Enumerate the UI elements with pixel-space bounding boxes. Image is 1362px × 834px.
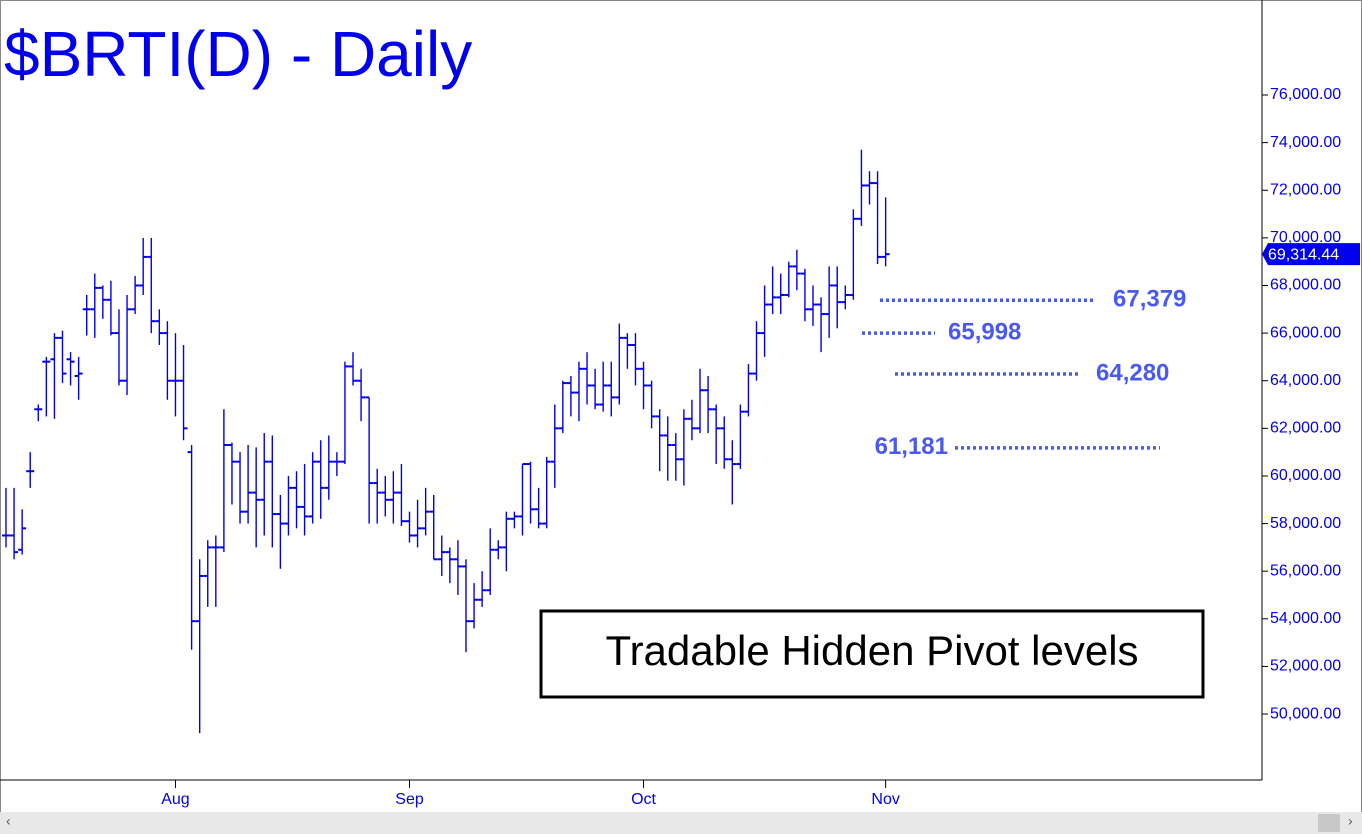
y-tick-label: 68,000.00 xyxy=(1270,277,1341,294)
pivot-label: 61,181 xyxy=(875,433,948,460)
y-tick-label: 74,000.00 xyxy=(1270,134,1341,151)
pivot-label: 65,998 xyxy=(948,318,1021,345)
last-price-tag xyxy=(1262,243,1360,266)
x-tick-label: Oct xyxy=(631,791,656,808)
y-tick-label: 54,000.00 xyxy=(1270,610,1341,627)
scrollbar[interactable] xyxy=(0,812,1362,834)
x-tick-label: Nov xyxy=(871,791,899,808)
scroll-right[interactable]: › xyxy=(1348,813,1353,829)
y-tick-label: 52,000.00 xyxy=(1270,658,1341,675)
chart-title: $BRTI(D) - Daily xyxy=(4,18,472,90)
annotation-box xyxy=(539,609,1205,699)
y-tick-label: 62,000.00 xyxy=(1270,420,1341,437)
scroll-left[interactable]: ‹ xyxy=(6,813,11,829)
x-tick-label: Aug xyxy=(161,791,189,808)
y-tick-label: 56,000.00 xyxy=(1270,562,1341,579)
y-tick-label: 58,000.00 xyxy=(1270,515,1341,532)
y-tick-label: 64,000.00 xyxy=(1270,372,1341,389)
y-tick-label: 50,000.00 xyxy=(1270,705,1341,722)
pivot-label: 64,280 xyxy=(1096,359,1169,386)
x-tick-label: Sep xyxy=(395,791,424,808)
y-tick-label: 60,000.00 xyxy=(1270,467,1341,484)
y-tick-label: 66,000.00 xyxy=(1270,324,1341,341)
y-tick-label: 70,000.00 xyxy=(1270,229,1341,246)
y-tick-label: 72,000.00 xyxy=(1270,181,1341,198)
scroll-thumb[interactable] xyxy=(1318,814,1340,832)
annotation: Tradable Hidden Pivot levels xyxy=(605,627,1138,674)
y-tick-label: 76,000.00 xyxy=(1270,86,1341,103)
pivot-label: 67,379 xyxy=(1113,286,1186,313)
last-price-label: 69,314.44 xyxy=(1268,246,1339,263)
